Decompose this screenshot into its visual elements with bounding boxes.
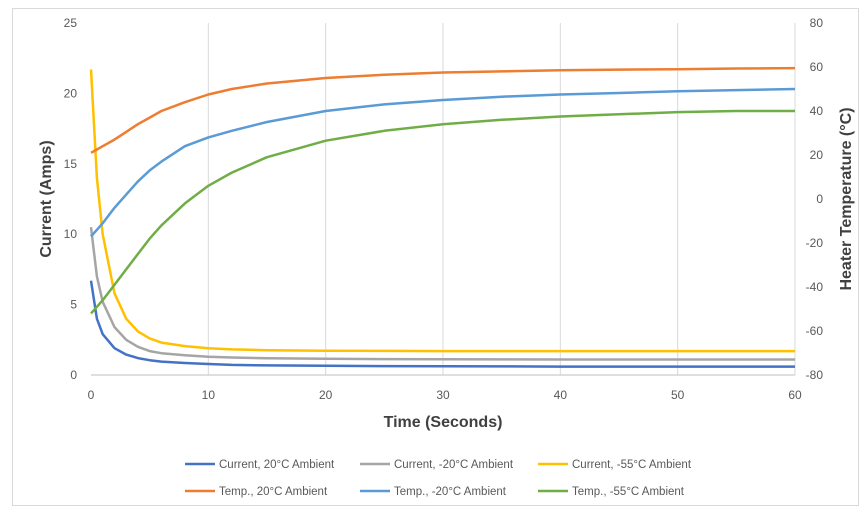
y-left-axis-title: Current (Amps) <box>38 140 55 257</box>
x-tick-label: 60 <box>788 388 802 402</box>
legend-label: Temp., -55°C Ambient <box>572 486 685 498</box>
series-line <box>90 66 796 154</box>
y-right-axis-title: Heater Temperature (°C) <box>838 107 855 290</box>
gridlines <box>207 23 796 375</box>
x-tick-label: 10 <box>202 388 216 402</box>
series-line <box>90 87 796 238</box>
y-right-tick-labels: -80 -60 -40 -20 0 20 40 60 80 <box>806 16 824 382</box>
y-left-tick-label: 25 <box>64 16 78 30</box>
y-right-tick-label: 20 <box>810 148 824 162</box>
x-tick-label: 20 <box>319 388 333 402</box>
legend-item: Temp., -20°C Ambient <box>360 486 507 498</box>
y-right-tick-label: 60 <box>810 60 824 74</box>
y-left-tick-label: 5 <box>70 298 77 312</box>
y-left-tick-label: 10 <box>64 227 78 241</box>
y-left-tick-label: 20 <box>64 86 78 100</box>
x-tick-label: 0 <box>88 388 95 402</box>
legend-label: Current, 20°C Ambient <box>219 459 335 471</box>
y-right-tick-label: -60 <box>806 324 824 338</box>
x-tick-label: 30 <box>436 388 450 402</box>
legend-item: Current, -55°C Ambient <box>538 459 692 471</box>
x-tick-label: 50 <box>671 388 685 402</box>
y-right-tick-label: 40 <box>810 104 824 118</box>
legend-item: Temp., 20°C Ambient <box>185 486 328 498</box>
legend-item: Temp., -55°C Ambient <box>538 486 685 498</box>
y-left-tick-label: 0 <box>70 368 77 382</box>
series-line <box>89 69 795 353</box>
legend-label: Temp., 20°C Ambient <box>219 486 328 498</box>
y-right-tick-label: -40 <box>806 280 824 294</box>
legend-label: Temp., -20°C Ambient <box>394 486 507 498</box>
legend: Current, 20°C Ambient Current, -20°C Ambi… <box>185 459 692 498</box>
x-tick-label: 40 <box>554 388 568 402</box>
series-line <box>89 227 795 361</box>
x-axis-title: Time (Seconds) <box>384 414 503 431</box>
series-lines <box>89 66 796 368</box>
legend-item: Current, 20°C Ambient <box>185 459 335 471</box>
series-line <box>89 280 795 368</box>
y-left-tick-label: 15 <box>64 157 78 171</box>
chart-frame: 0 10 20 30 40 50 60 0 5 10 15 20 25 -80 -60 -40 -20 0 20… <box>12 8 859 506</box>
chart-svg: 0 10 20 30 40 50 60 0 5 10 15 20 25 -80 -60 -40 -20 0 20… <box>38 16 855 498</box>
x-tick-labels: 0 10 20 30 40 50 60 <box>88 388 802 402</box>
y-right-tick-label: -80 <box>806 368 824 382</box>
y-right-tick-label: -20 <box>806 236 824 250</box>
legend-label: Current, -20°C Ambient <box>394 459 514 471</box>
legend-label: Current, -55°C Ambient <box>572 459 692 471</box>
series-line <box>90 109 795 315</box>
y-right-tick-label: 80 <box>810 16 824 30</box>
legend-item: Current, -20°C Ambient <box>360 459 514 471</box>
y-left-tick-labels: 0 5 10 15 20 25 <box>64 16 78 382</box>
y-right-tick-label: 0 <box>816 192 823 206</box>
